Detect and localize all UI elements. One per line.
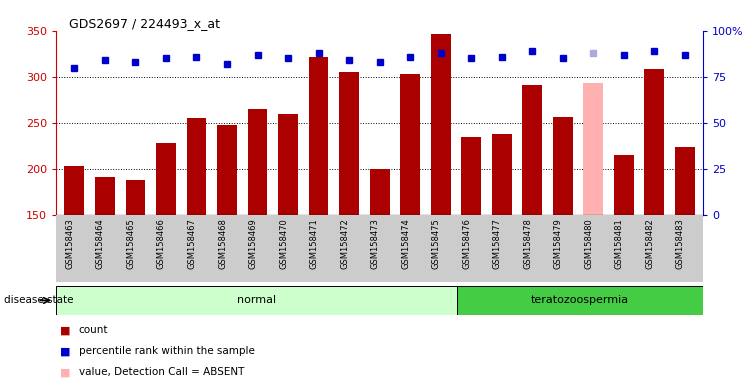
Text: GSM158476: GSM158476 bbox=[462, 218, 471, 269]
Text: GSM158466: GSM158466 bbox=[157, 218, 166, 269]
Bar bbox=[278, 114, 298, 215]
Text: GSM158479: GSM158479 bbox=[554, 218, 562, 269]
Bar bbox=[126, 180, 145, 215]
Bar bbox=[522, 85, 542, 215]
Bar bbox=[56, 286, 456, 315]
Text: ■: ■ bbox=[60, 367, 70, 377]
Text: GSM158478: GSM158478 bbox=[523, 218, 533, 269]
Bar bbox=[217, 125, 237, 215]
Bar bbox=[370, 169, 390, 215]
Text: GSM158473: GSM158473 bbox=[370, 218, 379, 269]
Text: percentile rank within the sample: percentile rank within the sample bbox=[79, 346, 254, 356]
Text: GSM158474: GSM158474 bbox=[401, 218, 410, 269]
Bar bbox=[462, 137, 481, 215]
Text: GDS2697 / 224493_x_at: GDS2697 / 224493_x_at bbox=[69, 17, 220, 30]
Text: GSM158481: GSM158481 bbox=[615, 218, 624, 269]
Text: GSM158465: GSM158465 bbox=[126, 218, 135, 269]
Bar bbox=[400, 74, 420, 215]
Bar bbox=[456, 286, 703, 315]
Text: GSM158463: GSM158463 bbox=[65, 218, 74, 269]
Text: GSM158470: GSM158470 bbox=[279, 218, 288, 269]
Bar bbox=[95, 177, 115, 215]
Text: GSM158477: GSM158477 bbox=[493, 218, 502, 269]
Bar bbox=[553, 118, 573, 215]
Text: ■: ■ bbox=[60, 325, 70, 335]
Text: GSM158482: GSM158482 bbox=[646, 218, 654, 269]
Bar bbox=[614, 155, 634, 215]
Text: teratozoospermia: teratozoospermia bbox=[531, 295, 629, 306]
Bar bbox=[491, 134, 512, 215]
Text: ■: ■ bbox=[60, 346, 70, 356]
Text: GSM158472: GSM158472 bbox=[340, 218, 349, 269]
Text: GSM158468: GSM158468 bbox=[218, 218, 227, 269]
Bar bbox=[431, 35, 450, 215]
Bar bbox=[186, 118, 206, 215]
Bar bbox=[156, 143, 176, 215]
Text: disease state: disease state bbox=[4, 295, 73, 306]
Bar bbox=[675, 147, 695, 215]
Text: GSM158469: GSM158469 bbox=[248, 218, 257, 269]
Text: GSM158483: GSM158483 bbox=[675, 218, 685, 269]
Text: value, Detection Call = ABSENT: value, Detection Call = ABSENT bbox=[79, 367, 244, 377]
Bar bbox=[644, 68, 664, 215]
Text: count: count bbox=[79, 325, 108, 335]
Text: GSM158475: GSM158475 bbox=[432, 218, 441, 269]
Text: GSM158471: GSM158471 bbox=[310, 218, 319, 269]
Text: GSM158464: GSM158464 bbox=[96, 218, 105, 269]
Bar bbox=[248, 109, 268, 215]
Text: GSM158467: GSM158467 bbox=[188, 218, 197, 269]
Text: normal: normal bbox=[237, 295, 276, 306]
Bar bbox=[339, 72, 359, 215]
Bar bbox=[309, 56, 328, 215]
Bar bbox=[583, 83, 603, 215]
Bar bbox=[64, 166, 85, 215]
Text: GSM158480: GSM158480 bbox=[584, 218, 593, 269]
